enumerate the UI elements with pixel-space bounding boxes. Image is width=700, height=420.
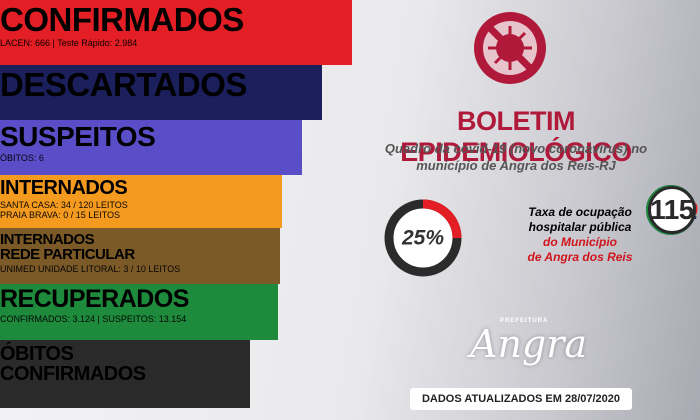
- panel: INTERNADOS SANTA CASA: 34 / 120 LEITOS PRA…: [0, 175, 696, 232]
- panel-title: INTERNADOS: [0, 231, 95, 248]
- virus-icon: [474, 12, 546, 84]
- gauge-arc: [422, 199, 462, 239]
- panel-detail: LACEN: 666 | Teste Rápido: 2.984: [0, 38, 138, 48]
- panel-detail: ÓBITOS: 6: [0, 153, 44, 163]
- subtitle-line: município de Angra dos Reis-RJ: [416, 158, 616, 173]
- caption-line: hospitalar pública: [528, 220, 632, 234]
- panel-title: SUSPEITOS: [0, 121, 156, 152]
- panel: DESCARTADOS391: [0, 65, 697, 232]
- panel: CONFIRMADOS LACEN: 666 | Teste Rápido: 2.…: [0, 0, 698, 232]
- panel-title: REDE PARTICULAR: [0, 246, 135, 263]
- panel-title: ÓBITOS: [0, 343, 74, 365]
- subtitle-line: Quadro da covid-19 (novo coronavírus) no: [384, 141, 648, 156]
- panel-title: CONFIRMADOS: [0, 363, 146, 385]
- logo-small: PREFEITURA: [500, 318, 549, 324]
- panel: ÓBITOS CONFIRMADOS 115: [0, 186, 696, 408]
- logo-name: Angra: [470, 322, 588, 366]
- gauge: 25%: [384, 199, 462, 277]
- panel-list: CONFIRMADOS LACEN: 666 | Teste Rápido: 2.…: [0, 0, 698, 408]
- panel-detail: CONFIRMADOS: 3.124 | SUSPEITOS: 13.154: [0, 314, 187, 324]
- panel-detail: SANTA CASA: 34 / 120 LEITOS: [0, 200, 128, 210]
- gauge-label: 25%: [401, 227, 444, 250]
- panel: INTERNADOS REDE PARTICULAR UNIMED UNIDADE …: [0, 188, 696, 284]
- bulletin-subtitle: Quadro da covid-19 (novo coronavírus) no…: [340, 140, 692, 174]
- caption-highlight: do Município: [543, 235, 617, 249]
- panel-detail: UNIMED UNIDADE LITORAL: 3 / 10 LEITOS: [0, 264, 181, 274]
- panel-title: CONFIRMADOS: [0, 1, 244, 38]
- panel-title: DESCARTADOS: [0, 66, 247, 103]
- panel: RECUPERADOS CONFIRMADOS: 3.124 | SUSPEITO…: [0, 185, 696, 340]
- panel-title: RECUPERADOS: [0, 285, 189, 313]
- caption-highlight: de Angra dos Reis: [527, 250, 633, 264]
- panel-count: 115: [648, 186, 696, 234]
- gauge-caption: Taxa de ocupação hospitalar pública do M…: [480, 205, 680, 265]
- caption-line: Taxa de ocupação: [528, 205, 632, 219]
- panel-detail: PRAIA BRAVA: 0 / 15 LEITOS: [0, 210, 121, 220]
- update-date: DADOS ATUALIZADOS EM 28/07/2020: [410, 388, 632, 410]
- bulletin-title: BOLETIM EPIDEMIOLÓGICO: [400, 106, 632, 167]
- panel-title: INTERNADOS: [0, 177, 128, 199]
